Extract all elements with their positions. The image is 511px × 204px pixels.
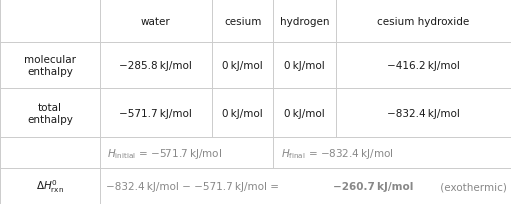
Text: −260.7 kJ/mol: −260.7 kJ/mol	[333, 181, 413, 191]
Text: molecular
enthalpy: molecular enthalpy	[24, 55, 76, 76]
Text: $\Delta H^0_{\mathrm{rxn}}$: $\Delta H^0_{\mathrm{rxn}}$	[36, 178, 64, 194]
Text: $\mathit{H}_{\mathrm{final}}$ = −832.4 kJ/mol: $\mathit{H}_{\mathrm{final}}$ = −832.4 k…	[281, 146, 393, 160]
Text: −832.4 kJ/mol − −571.7 kJ/mol =: −832.4 kJ/mol − −571.7 kJ/mol =	[106, 181, 282, 191]
Text: total
enthalpy: total enthalpy	[27, 102, 73, 124]
Text: −285.8 kJ/mol: −285.8 kJ/mol	[120, 61, 192, 71]
Text: 0 kJ/mol: 0 kJ/mol	[285, 61, 325, 71]
Text: hydrogen: hydrogen	[280, 17, 330, 26]
Text: 0 kJ/mol: 0 kJ/mol	[222, 61, 263, 71]
Text: (exothermic): (exothermic)	[437, 181, 507, 191]
Text: cesium hydroxide: cesium hydroxide	[378, 17, 470, 26]
Text: −571.7 kJ/mol: −571.7 kJ/mol	[120, 108, 192, 118]
Text: $\mathit{H}_{\mathrm{initial}}$ = −571.7 kJ/mol: $\mathit{H}_{\mathrm{initial}}$ = −571.7…	[107, 146, 223, 160]
Text: cesium: cesium	[224, 17, 262, 26]
Text: −832.4 kJ/mol: −832.4 kJ/mol	[387, 108, 460, 118]
Text: water: water	[141, 17, 171, 26]
Text: 0 kJ/mol: 0 kJ/mol	[222, 108, 263, 118]
Text: 0 kJ/mol: 0 kJ/mol	[285, 108, 325, 118]
Text: −416.2 kJ/mol: −416.2 kJ/mol	[387, 61, 460, 71]
